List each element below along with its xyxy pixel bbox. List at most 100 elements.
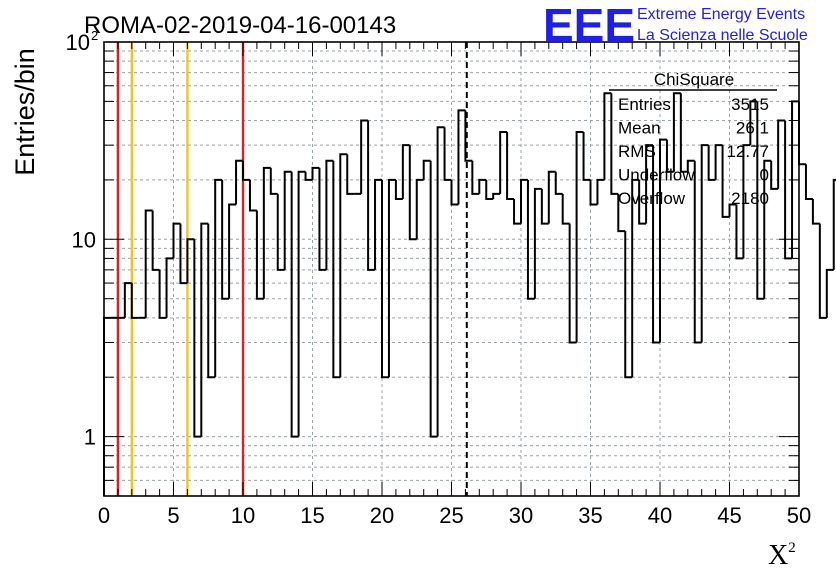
eee-logo: EEE Extreme Energy Events La Scienza nel…: [543, 0, 808, 51]
histogram-bin-64: [547, 170, 556, 224]
histogram-bin-43: [401, 144, 410, 200]
histogram-bin-65: [554, 171, 563, 195]
histogram-bin-28: [297, 170, 306, 437]
histogram-bin-80: [659, 138, 667, 343]
svg-text:X2: X2: [768, 540, 796, 571]
histogram-bin-86: [700, 144, 709, 343]
histogram-bin-69: [582, 131, 591, 181]
histogram-bin-42: [394, 179, 403, 201]
histogram-bin-67: [568, 223, 577, 344]
stats-value-entries: 3515: [731, 95, 769, 114]
histogram-bin-76: [631, 178, 640, 378]
histogram-bin-61: [526, 179, 535, 300]
x-axis-label-base: X: [768, 540, 788, 571]
histogram-bin-104: [825, 268, 834, 318]
histogram-bin-40: [381, 179, 389, 379]
histogram-bin-59: [513, 199, 521, 225]
histogram-bin-27: [290, 171, 299, 438]
histogram-bins: [103, 92, 836, 496]
histogram-bin-25: [276, 193, 285, 271]
histogram-bin-13: [193, 239, 202, 438]
histogram-bin-3: [123, 282, 132, 318]
histogram-bin-45: [415, 178, 424, 240]
histogram-bin-47: [429, 160, 438, 438]
histogram-bin-84: [686, 159, 695, 172]
stats-label-overflow: Overflow: [618, 189, 686, 208]
stats-value-overflow: 2180: [731, 189, 769, 208]
histogram-bin-14: [200, 222, 209, 437]
stats-box-title: ChiSquare: [654, 70, 734, 89]
stats-label-entries: Entries: [618, 95, 671, 114]
histogram-bin-15: [207, 223, 216, 379]
histogram-bin-41: [387, 178, 396, 378]
histogram-bin-56: [492, 192, 501, 200]
x-tick-label-1: 5: [167, 503, 179, 528]
x-tick-label-6: 30: [509, 503, 533, 528]
y-tick-label-0: 1: [84, 425, 96, 450]
histogram-bin-9: [165, 257, 174, 318]
histogram-bin-97: [777, 119, 786, 189]
stats-value-mean: 26.1: [736, 119, 769, 138]
histogram-bin-85: [693, 160, 702, 344]
histogram-bin-72: [603, 92, 612, 180]
histogram-bin-103: [818, 223, 827, 319]
eee-logo-mark: EEE: [543, 0, 635, 51]
y-tick-label-1: 10: [72, 227, 96, 252]
histogram-bin-83: [679, 93, 688, 173]
histogram-bin-77: [638, 179, 647, 225]
histogram-bin-58: [506, 131, 515, 201]
histogram-bin-6: [144, 209, 153, 318]
x-tick-label-5: 25: [439, 503, 463, 528]
stats-label-mean: Mean: [618, 119, 661, 138]
histogram-bin-20: [242, 160, 250, 181]
histogram-bin-7: [151, 210, 160, 271]
histogram-bin-54: [478, 178, 487, 194]
histogram-bin-31: [318, 167, 327, 271]
histogram-bin-55: [485, 179, 494, 201]
histogram-bin-93: [749, 100, 758, 146]
histogram-bin-90: [728, 203, 737, 217]
histogram-bin-34: [339, 153, 348, 378]
y-axis-label: Entries/bin: [10, 48, 40, 176]
histogram-bin-11: [179, 223, 188, 285]
histogram-bin-24: [269, 167, 278, 195]
histogram-bin-105: [832, 178, 836, 270]
histogram-bin-96: [770, 160, 779, 190]
histogram-bin-35: [346, 154, 355, 195]
histogram-bin-70: [589, 179, 598, 206]
x-axis-label: X2: [768, 540, 796, 571]
histogram-bin-53: [471, 160, 480, 195]
run-title: ROMA-02-2019-04-16-00143: [84, 12, 396, 39]
stats-value-underflow: 0: [760, 166, 769, 185]
histogram-bin-95: [763, 159, 772, 299]
histogram-bin-92: [742, 144, 751, 259]
histogram-bin-57: [499, 130, 508, 194]
x-tick-label-7: 35: [578, 503, 602, 528]
histogram-bin-75: [624, 231, 633, 379]
histogram-bin-78: [645, 144, 654, 224]
histogram-bin-66: [561, 193, 570, 225]
histogram-bin-48: [436, 126, 445, 437]
eee-logo-line2: La Scienza nelle Scuole: [637, 27, 808, 44]
histogram-bin-87: [707, 145, 716, 181]
stats-value-rms: 12.77: [726, 142, 769, 161]
grid-lines: [104, 42, 799, 496]
histogram-bin-91: [735, 204, 744, 260]
histogram-bin-4: [130, 283, 139, 319]
histogram-bin-33: [332, 160, 341, 379]
x-tick-label-0: 0: [98, 503, 110, 528]
histogram-bin-19: [235, 159, 243, 205]
histogram-bin-21: [248, 179, 257, 212]
x-tick-label-4: 20: [370, 503, 394, 528]
eee-logo-line1: Extreme Energy Events: [637, 6, 805, 23]
histogram-bin-12: [186, 238, 195, 284]
histogram-bin-71: [596, 178, 605, 205]
x-tick-label-2: 10: [231, 503, 255, 528]
histogram-bin-89: [721, 145, 730, 218]
histogram-bin-101: [804, 164, 813, 201]
histogram-bin-22: [255, 210, 264, 300]
histogram-bin-29: [304, 171, 313, 181]
